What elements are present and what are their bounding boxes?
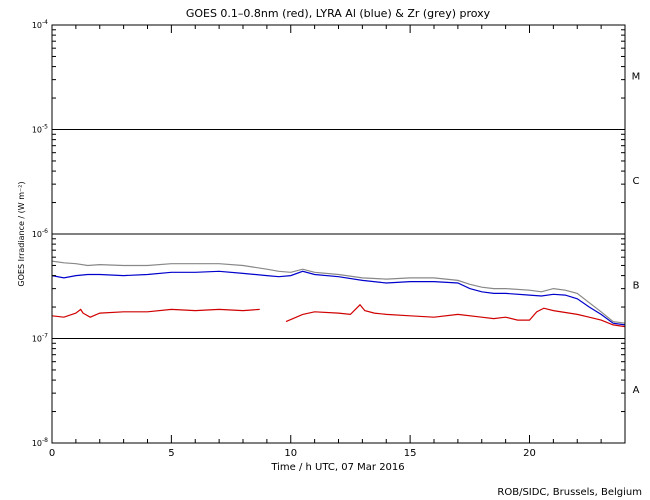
series-line-1: [51, 270, 626, 326]
x-tick-label: 15: [404, 448, 417, 459]
series-line-0: [51, 308, 260, 318]
x-tick-label: 10: [284, 448, 297, 459]
y-tick-label: 10-7: [32, 333, 48, 344]
series-line-0: [285, 303, 626, 328]
y-tick-label: 10-8: [32, 437, 48, 448]
y-tick-label: 10-5: [32, 124, 48, 135]
y-tick-exponent: -7: [42, 333, 48, 340]
y-tick-exponent: -8: [42, 437, 48, 444]
y-tick-label: 10-4: [32, 19, 48, 30]
chart-title: GOES 0.1–0.8nm (red), LYRA Al (blue) & Z…: [186, 7, 491, 20]
x-tick-label: 5: [168, 448, 174, 459]
y-tick-exponent: -4: [42, 19, 48, 26]
x-axis: 0 5 10 15 20: [49, 25, 626, 459]
flare-class-label: A: [633, 385, 640, 396]
x-tick-label: 20: [523, 448, 536, 459]
flare-class-label: M: [632, 72, 641, 83]
y-tick-exponent: -6: [42, 228, 48, 235]
y-axis-label: GOES Irradiance / (W m⁻²): [17, 181, 26, 286]
y-axis: 10-8 10-7 10-6 10-5 10-4: [32, 19, 625, 448]
flare-class-label: B: [633, 281, 640, 292]
series-line-2: [51, 260, 626, 324]
y-tick-exponent: -5: [42, 124, 48, 131]
y-tick-label: 10-6: [32, 228, 48, 239]
flare-class-label: C: [633, 176, 640, 187]
flare-class-labels: A B C M: [632, 72, 641, 396]
footer-credit: ROB/SIDC, Brussels, Belgium: [497, 487, 642, 498]
x-axis-label: Time / h UTC, 07 Mar 2016: [270, 462, 404, 473]
flare-class-lines: [52, 129, 625, 339]
x-tick-label: 0: [49, 448, 55, 459]
series-group: [51, 260, 626, 328]
